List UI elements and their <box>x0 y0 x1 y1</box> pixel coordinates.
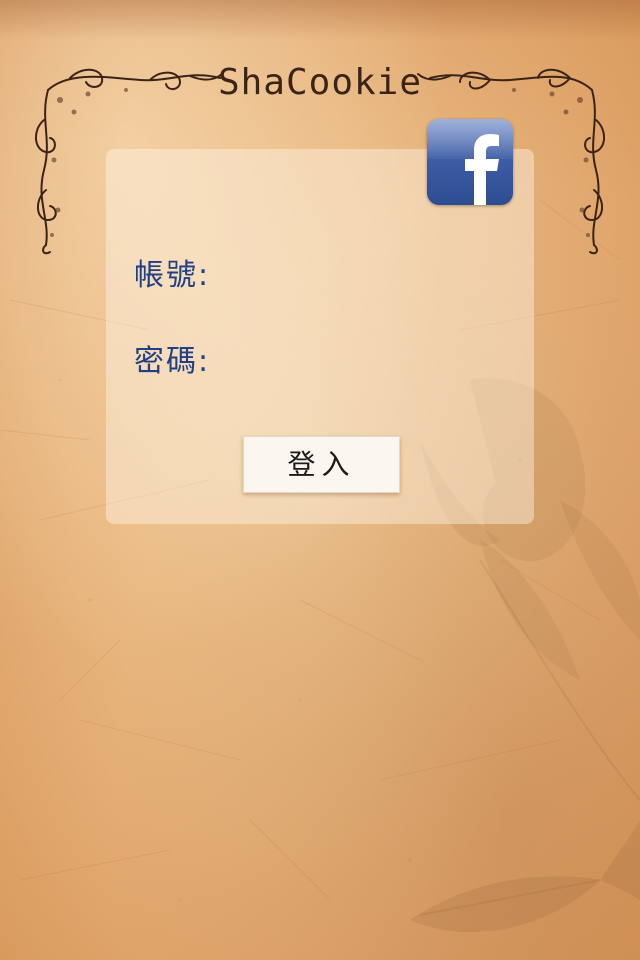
ornamental-frame <box>35 68 605 255</box>
app-title: ShaCookie <box>217 62 423 103</box>
password-input[interactable] <box>222 336 516 378</box>
top-edge-shadow <box>0 0 640 40</box>
facebook-f-icon <box>465 134 499 205</box>
login-button[interactable]: 登入 <box>243 436 400 493</box>
facebook-login-button[interactable] <box>427 119 513 205</box>
account-label: 帳號: <box>134 258 211 293</box>
password-label: 密碼: <box>134 344 211 379</box>
account-input[interactable] <box>222 250 516 292</box>
